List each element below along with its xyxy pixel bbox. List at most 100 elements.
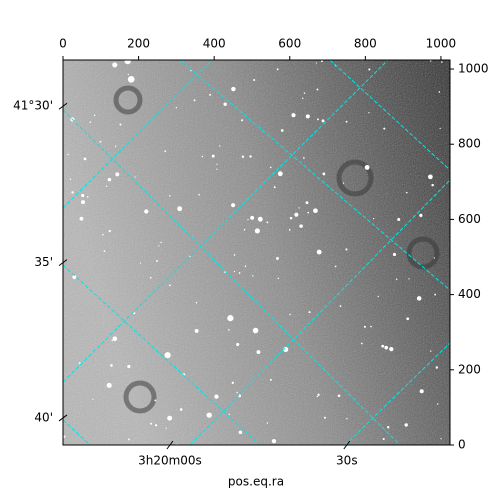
star [108, 229, 111, 233]
star [381, 344, 385, 348]
y-tick-label: 800 [458, 137, 481, 151]
star [395, 278, 398, 281]
star [345, 120, 348, 123]
star [254, 228, 260, 234]
star [149, 276, 152, 279]
star [436, 403, 439, 405]
star [155, 259, 158, 262]
star [175, 106, 178, 109]
y-tick-label: 0 [458, 438, 466, 452]
star [127, 75, 135, 83]
star [228, 413, 230, 416]
star [249, 155, 252, 158]
star [273, 186, 276, 189]
star [363, 325, 366, 328]
star [72, 274, 77, 280]
star [115, 172, 120, 177]
star [209, 93, 212, 96]
star [177, 206, 183, 212]
x-tick-label: 200 [127, 37, 150, 51]
star [238, 272, 241, 274]
star [408, 278, 410, 280]
star [167, 415, 173, 421]
star [89, 121, 92, 123]
star [149, 422, 153, 425]
star [307, 211, 310, 214]
star [368, 68, 371, 71]
star [241, 155, 245, 158]
star [71, 191, 74, 194]
star [87, 196, 89, 198]
star [231, 86, 236, 92]
star [231, 381, 235, 384]
star [201, 155, 204, 158]
star [320, 60, 323, 63]
star [211, 154, 215, 158]
star [233, 270, 236, 273]
star [257, 216, 263, 222]
star [428, 174, 433, 180]
star [289, 216, 293, 220]
star [334, 265, 337, 268]
star [384, 345, 389, 350]
x-tick-label: 0 [59, 37, 67, 51]
star [92, 398, 94, 400]
star [78, 362, 81, 365]
star [431, 183, 434, 187]
star [194, 328, 199, 333]
star [269, 166, 272, 169]
star [231, 203, 236, 208]
y-tick-label: 600 [458, 212, 481, 226]
star [223, 102, 227, 106]
star [112, 62, 118, 68]
star [317, 118, 319, 121]
star [111, 339, 113, 342]
star [107, 177, 112, 182]
star [236, 391, 238, 394]
star [360, 342, 363, 345]
star [316, 395, 319, 398]
star [368, 112, 370, 114]
star [342, 182, 345, 184]
star [339, 305, 342, 307]
star [193, 99, 196, 102]
star [266, 422, 269, 424]
star [236, 342, 240, 347]
y-tick-label: 400 [458, 287, 481, 301]
x-tick-label: 1000 [426, 37, 457, 51]
star [158, 245, 160, 247]
star [266, 221, 269, 224]
star [269, 378, 272, 381]
star [322, 172, 326, 176]
world-y-tick-label: 35' [34, 255, 53, 269]
star [439, 127, 441, 130]
star [377, 295, 379, 298]
x-axis-label: pos.eq.ra [228, 475, 284, 489]
star [105, 185, 108, 188]
world-y-tick [58, 259, 68, 267]
star [370, 325, 372, 328]
star [299, 224, 303, 228]
star [435, 366, 439, 369]
star [114, 145, 117, 147]
star [164, 150, 167, 153]
star [323, 416, 326, 419]
star [227, 315, 234, 322]
star [179, 408, 183, 411]
star [302, 97, 304, 99]
star [243, 228, 246, 231]
world-x-tick [343, 440, 351, 450]
star [271, 438, 277, 444]
star [364, 165, 370, 170]
star [139, 262, 142, 264]
star [169, 195, 171, 197]
star [276, 68, 279, 71]
star [405, 191, 408, 194]
star [219, 145, 221, 147]
sky-image [63, 60, 450, 445]
star [294, 212, 299, 217]
star [244, 265, 247, 267]
star [124, 60, 131, 65]
star [99, 140, 102, 143]
star [127, 364, 131, 369]
